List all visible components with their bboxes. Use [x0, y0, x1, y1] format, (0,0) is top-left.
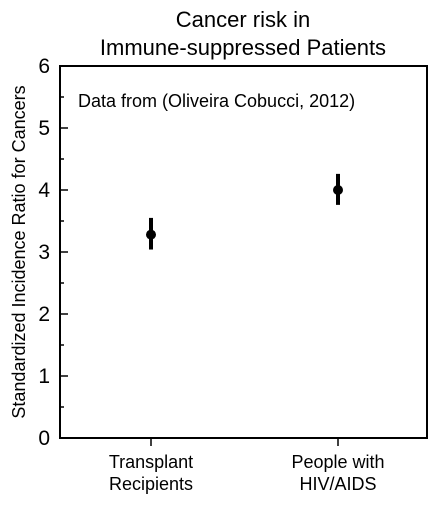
chart-title: Cancer risk in Immune-suppressed Patient… [100, 7, 386, 60]
plot-frame [59, 65, 428, 439]
y-tick-label: 6 [38, 55, 50, 78]
y-axis: 0 1 2 3 4 5 6 [38, 55, 68, 450]
y-tick-label: 0 [38, 427, 50, 450]
x-tick-label: People with [291, 452, 384, 472]
y-tick-label: 4 [38, 179, 50, 202]
y-axis-label: Standardized Incidence Ratio for Cancers [9, 85, 29, 418]
title-line-2: Immune-suppressed Patients [100, 35, 386, 60]
x-tick-label: Transplant [109, 452, 193, 472]
y-tick-label: 3 [38, 241, 50, 264]
title-line-1: Cancer risk in [176, 7, 310, 32]
data-point [333, 185, 343, 195]
data-point [146, 229, 156, 240]
x-tick-label: HIV/AIDS [299, 474, 376, 494]
y-tick-label: 1 [38, 365, 50, 388]
x-tick-label: Recipients [109, 474, 193, 494]
data-source-annotation: Data from (Oliveira Cobucci, 2012) [78, 91, 355, 111]
y-tick-label: 2 [38, 303, 50, 326]
data-points [146, 173, 343, 250]
y-tick-label: 5 [38, 117, 50, 140]
